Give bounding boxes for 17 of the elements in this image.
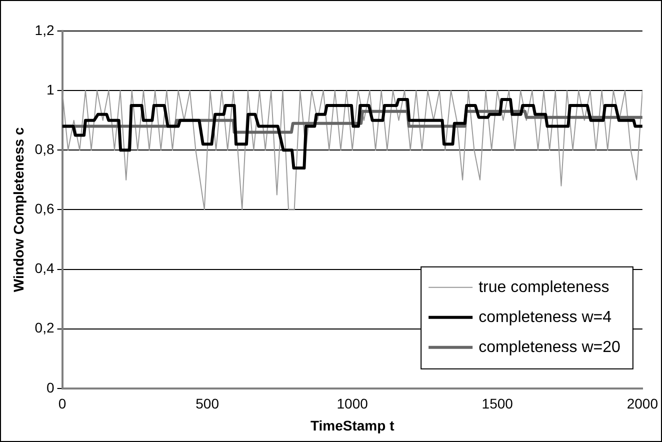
y-tick-label: 0,2 [34,320,54,336]
y-tick-label: 0,4 [34,260,54,276]
legend-label: true completeness [478,278,610,296]
y-tick-label: 1 [46,81,54,98]
y-axis-title: Window Completeness c [10,127,26,292]
x-tick-label: 500 [196,396,220,412]
y-tick-label: 0,6 [34,200,54,217]
x-tick-label: 0 [58,396,66,412]
x-tick-label: 1500 [482,396,514,412]
y-tick-label: 1,2 [34,22,54,38]
x-tick-label: 2000 [626,396,658,412]
x-tick-label: 1000 [336,396,368,412]
legend-label: completeness w=20 [478,338,621,356]
y-tick-label: 0 [46,379,54,396]
legend-label: completeness w=4 [478,308,612,326]
x-axis-title: TimeStamp t [310,417,395,434]
y-tick-label: 0,8 [34,140,54,157]
